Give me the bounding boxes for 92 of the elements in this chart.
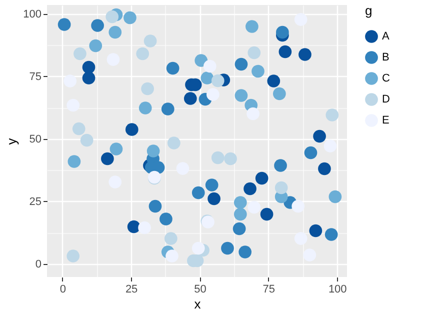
- point: [144, 34, 157, 48]
- point: [89, 39, 102, 52]
- point: [248, 200, 261, 214]
- point: [211, 74, 224, 88]
- point: [267, 74, 280, 88]
- point: [274, 159, 287, 172]
- point: [292, 200, 305, 213]
- point: [221, 242, 234, 255]
- y-tick-label: 0: [35, 258, 42, 270]
- point: [164, 232, 178, 245]
- point: [192, 186, 205, 200]
- x-tick-label: 50: [194, 284, 206, 296]
- point: [232, 222, 246, 236]
- point: [184, 92, 197, 105]
- point: [255, 172, 268, 185]
- point: [160, 212, 172, 226]
- point: [234, 208, 247, 221]
- point: [234, 89, 248, 102]
- point: [110, 142, 123, 156]
- point: [166, 62, 180, 75]
- point: [260, 208, 274, 221]
- point: [313, 130, 326, 143]
- point: [252, 64, 264, 78]
- point: [166, 250, 178, 262]
- legend-label: C: [382, 72, 390, 84]
- legend-label: B: [382, 52, 390, 64]
- point: [124, 11, 136, 24]
- point: [294, 232, 308, 245]
- point: [141, 82, 154, 96]
- y-tick-label: 50: [29, 133, 42, 146]
- point: [58, 18, 71, 31]
- point: [328, 190, 342, 204]
- point: [80, 134, 94, 147]
- point: [82, 60, 96, 74]
- point: [205, 178, 218, 192]
- point: [66, 250, 80, 262]
- point: [138, 102, 152, 114]
- point: [246, 107, 260, 120]
- point: [168, 136, 180, 150]
- point: [234, 58, 248, 71]
- y-tick-label: 75: [29, 70, 42, 83]
- point: [234, 196, 247, 209]
- point: [272, 87, 286, 100]
- point: [248, 46, 261, 60]
- point: [194, 54, 208, 67]
- point: [72, 122, 86, 136]
- point: [136, 47, 150, 60]
- y-tick-label: 100: [23, 8, 42, 20]
- point: [161, 102, 174, 116]
- point: [82, 72, 96, 84]
- y-tick-label: 25: [29, 196, 42, 208]
- x-tick-label: 100: [328, 284, 347, 296]
- x-axis-title: x: [194, 296, 202, 312]
- point: [206, 88, 220, 101]
- x-tick-label: 25: [125, 284, 138, 296]
- point: [125, 123, 138, 136]
- point: [106, 10, 119, 24]
- point: [208, 192, 220, 206]
- point: [318, 162, 331, 176]
- legend-label: A: [382, 30, 390, 42]
- y-axis-title: y: [4, 138, 20, 145]
- x-tick-label: 75: [262, 284, 276, 296]
- x-tick-label: 0: [60, 284, 66, 296]
- point: [276, 26, 289, 39]
- legend-label: E: [382, 114, 390, 126]
- point: [138, 221, 151, 234]
- point: [326, 108, 339, 122]
- point: [324, 228, 338, 241]
- point: [148, 200, 162, 213]
- point: [211, 151, 224, 164]
- point: [246, 20, 258, 33]
- point: [304, 146, 318, 160]
- legend-title: g: [365, 3, 372, 18]
- point: [298, 48, 312, 61]
- point: [278, 45, 292, 58]
- point: [108, 26, 122, 39]
- point: [244, 182, 256, 196]
- legend-label: D: [382, 94, 390, 106]
- point: [192, 242, 205, 255]
- point: [127, 220, 140, 234]
- point: [200, 72, 214, 84]
- point: [309, 224, 322, 238]
- point: [274, 181, 288, 194]
- point: [224, 152, 237, 166]
- point: [324, 140, 337, 152]
- point: [74, 47, 86, 60]
- point: [203, 60, 216, 73]
- point: [238, 246, 252, 258]
- point: [146, 144, 160, 158]
- point: [101, 152, 114, 166]
- point: [68, 155, 81, 168]
- point: [91, 19, 104, 32]
